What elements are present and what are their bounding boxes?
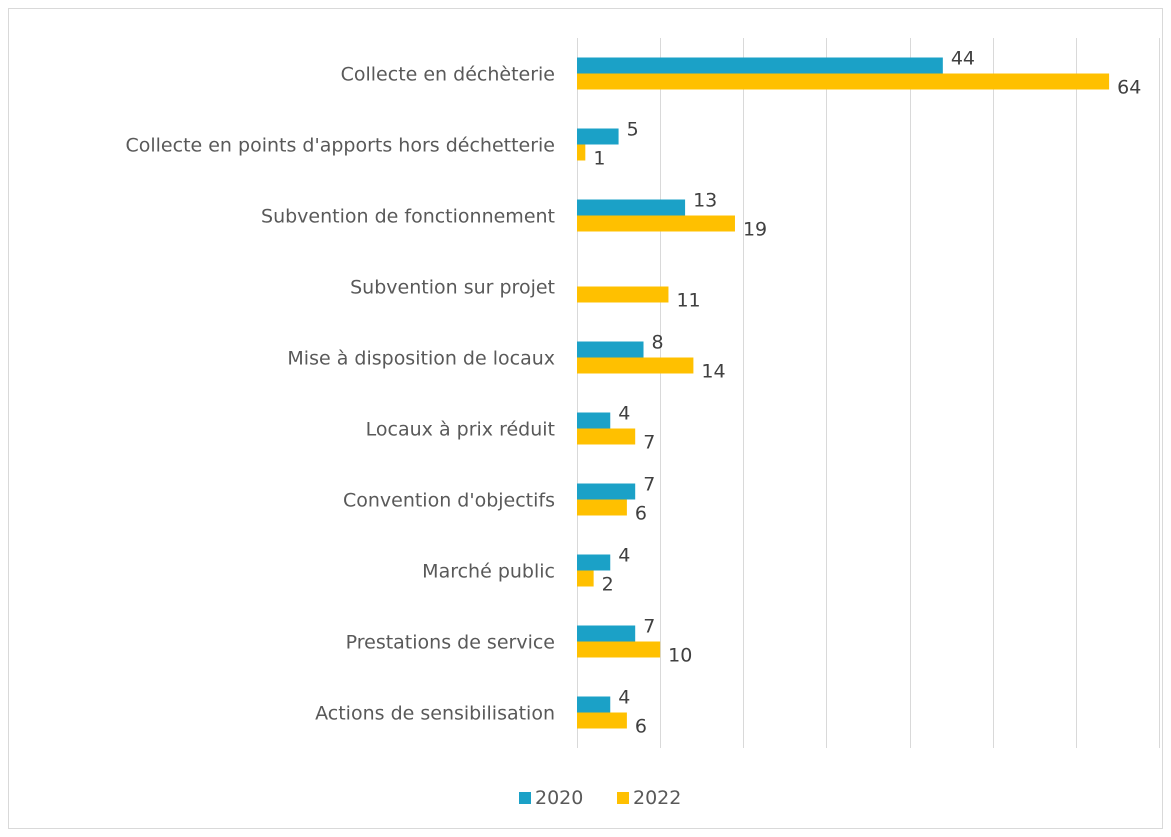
bar-2022 (577, 144, 586, 161)
bar-2022 (577, 215, 735, 232)
bar-2020 (577, 554, 611, 571)
data-label-2020: 4 (618, 687, 630, 709)
category-label: Mise à disposition de locaux (287, 348, 555, 370)
bar-2020 (577, 625, 636, 642)
legend-swatch-2022 (617, 792, 629, 804)
category-label: Collecte en déchèterie (341, 64, 555, 86)
category-label: Locaux à prix réduit (366, 419, 555, 441)
bar-2022 (577, 286, 669, 303)
category-group: Collecte en points d'apports hors déchet… (125, 119, 638, 170)
data-label-2020: 44 (951, 48, 975, 70)
bar-2020 (577, 412, 611, 429)
bar-2020 (577, 199, 686, 216)
category-group: Prestations de service 7 10 (346, 616, 693, 667)
category-group: Convention d'objectifs 7 6 (343, 474, 655, 525)
data-label-2020: 7 (643, 616, 655, 638)
data-label-2022: 1 (593, 148, 605, 170)
category-label: Prestations de service (346, 632, 555, 654)
category-label: Actions de sensibilisation (315, 703, 555, 725)
data-label-2020: 7 (643, 474, 655, 496)
gridlines (577, 38, 1160, 748)
category-group: Marché public 42 (422, 545, 630, 596)
data-label-2020: 8 (652, 332, 664, 354)
bar-2022 (577, 428, 636, 445)
legend-swatch-2020 (519, 792, 531, 804)
category-group: Actions de sensibilisation 46 (315, 687, 647, 738)
legend-label-2022: 2022 (633, 787, 681, 809)
category-label: Subvention de fonctionnement (261, 206, 555, 228)
data-label-2022: 14 (701, 361, 725, 383)
data-label-2022: 7 (643, 432, 655, 454)
data-label-2022: 11 (676, 290, 700, 312)
bar-2022 (577, 73, 1110, 90)
data-label-2020: 4 (618, 545, 630, 567)
data-label-2022: 19 (743, 219, 767, 241)
bar-2022 (577, 499, 627, 516)
category-label: Convention d'objectifs (343, 490, 555, 512)
category-label: Collecte en points d'apports hors déchet… (125, 135, 555, 157)
bar-2020 (577, 57, 943, 74)
category-group: Subvention sur projet 11 (350, 277, 701, 312)
bar-2020 (577, 483, 636, 500)
category-group: Collecte en déchèterie 44 64 (341, 48, 1142, 99)
data-label-2022: 64 (1117, 77, 1141, 99)
category-label: Marché public (422, 561, 555, 583)
bar-2020 (577, 341, 644, 358)
data-label-2022: 10 (668, 645, 692, 667)
legend: 2020 2022 (519, 787, 681, 809)
bar-2022 (577, 712, 627, 729)
category-group: Locaux à prix réduit 47 (366, 403, 656, 454)
bar-2022 (577, 641, 661, 658)
bar-2020 (577, 696, 611, 713)
category-group: Subvention de fonctionnement 13 19 (261, 190, 767, 241)
bar-2022 (577, 357, 694, 374)
category-group: Mise à disposition de locaux 8 14 (287, 332, 725, 383)
bar-2020 (577, 128, 619, 145)
data-label-2020: 13 (693, 190, 717, 212)
data-label-2022: 2 (602, 574, 614, 596)
data-label-2020: 4 (618, 403, 630, 425)
legend-label-2020: 2020 (535, 787, 583, 809)
bar-2022 (577, 570, 594, 587)
data-label-2022: 6 (635, 503, 647, 525)
data-label-2022: 6 (635, 716, 647, 738)
data-label-2020: 5 (627, 119, 639, 141)
category-label: Subvention sur projet (350, 277, 555, 299)
